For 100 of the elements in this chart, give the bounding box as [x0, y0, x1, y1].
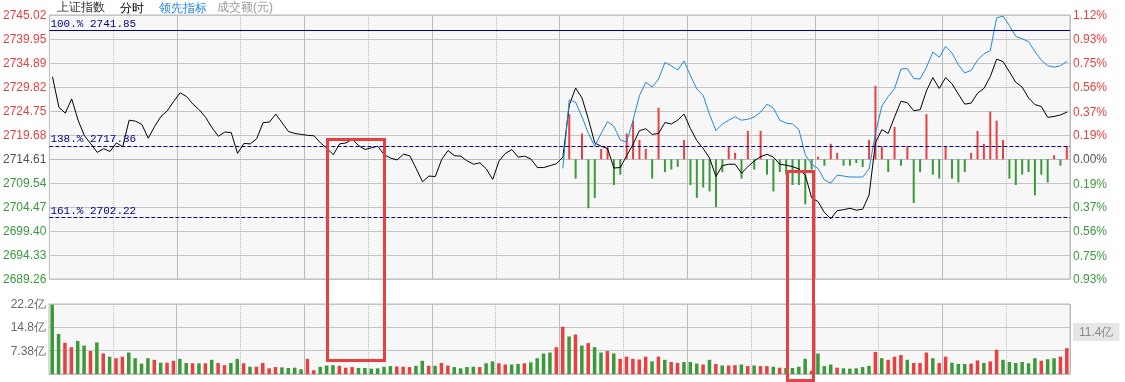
bar [95, 342, 99, 374]
bar [855, 159, 858, 164]
bar [950, 362, 954, 374]
bar [676, 159, 679, 167]
bar [516, 363, 520, 374]
bar [720, 365, 724, 374]
y-tick-label: 2689.26 [2, 272, 47, 286]
bar [746, 130, 749, 160]
bar [1014, 159, 1017, 185]
bar [797, 366, 801, 374]
bar [458, 368, 463, 374]
bar [835, 367, 839, 374]
bar [868, 139, 871, 160]
bar [950, 159, 953, 179]
bar [593, 159, 596, 198]
bar [848, 368, 852, 374]
bar [854, 368, 858, 374]
bar [772, 159, 775, 192]
y2-tick-label: 0.75% [1073, 248, 1108, 263]
bar [657, 107, 660, 160]
bar [312, 370, 316, 374]
y2-tick-label: 0.75% [1073, 55, 1108, 70]
bar [299, 369, 303, 374]
line-series [562, 15, 1068, 184]
y2-tick-label: 1.12% [1073, 8, 1108, 22]
bar [740, 159, 743, 179]
bar [689, 159, 692, 185]
bar [976, 130, 979, 160]
text: 11.4亿 [1079, 325, 1114, 339]
bar [726, 365, 731, 374]
y2-tick-label: 0.00% [1073, 152, 1108, 167]
y-tick-label: 14.8亿 [10, 320, 46, 335]
bar [669, 362, 673, 374]
line-series [52, 58, 1068, 220]
bar [963, 159, 966, 173]
y2-tick-label: 0.56% [1073, 224, 1108, 239]
bar [235, 358, 239, 374]
bar [982, 143, 985, 160]
bar [982, 362, 986, 374]
bar [216, 362, 220, 374]
bar [567, 336, 571, 374]
bar [842, 159, 845, 166]
bar [714, 363, 718, 374]
y-tick-label: 2699.40 [2, 223, 47, 238]
bar [861, 159, 864, 167]
bar [1065, 348, 1069, 374]
bar [816, 353, 820, 374]
bar [683, 139, 686, 160]
chart-subtitle: 成交额(元) [217, 0, 273, 14]
y2-tick-label: 0.19% [1073, 176, 1108, 191]
bar [893, 127, 896, 160]
bar [1033, 159, 1036, 196]
bar [970, 152, 973, 160]
bar [1053, 155, 1056, 160]
bar [765, 366, 769, 374]
bar [931, 159, 934, 175]
bar [1065, 146, 1068, 160]
bar [581, 133, 584, 160]
y2-tick-label: 0.93% [1073, 32, 1108, 47]
bar [600, 148, 603, 160]
bar [1052, 358, 1056, 374]
bar [1046, 159, 1049, 183]
bar [395, 366, 399, 374]
bar [1020, 362, 1024, 374]
bar [127, 352, 131, 374]
ref-line-label: 100.% 2741.85 [50, 17, 137, 30]
bar [1014, 362, 1018, 374]
bar [350, 367, 354, 374]
bar [331, 365, 335, 374]
y-tick-label: 22.2亿 [10, 297, 46, 311]
bar [644, 148, 647, 160]
bar [663, 159, 666, 173]
bar [1021, 159, 1024, 175]
bar [1001, 359, 1005, 374]
ref-line-label: 161.% 2702.22 [50, 205, 137, 218]
y-tick-label: 2704.47 [2, 199, 47, 214]
bar [1008, 159, 1011, 179]
bar [587, 159, 590, 209]
text: 分时 [120, 1, 144, 15]
bar [899, 355, 903, 374]
y2-tick-label: 0.56% [1073, 80, 1108, 95]
bar [899, 159, 902, 166]
bar [752, 365, 756, 374]
bar [452, 367, 456, 374]
bar [619, 159, 622, 175]
bar [318, 366, 322, 374]
bar [375, 368, 380, 374]
bar [957, 159, 960, 183]
bar [759, 130, 762, 160]
bar [114, 358, 118, 374]
bar [995, 120, 998, 160]
bar [702, 159, 705, 188]
bar [465, 367, 469, 374]
y2-tick-label: 0.19% [1073, 127, 1108, 142]
bar [836, 152, 839, 160]
bar [1002, 139, 1005, 160]
bar [695, 159, 698, 198]
bar [638, 139, 641, 160]
y-tick-label: 7.38亿 [10, 343, 46, 358]
bar [363, 368, 367, 374]
